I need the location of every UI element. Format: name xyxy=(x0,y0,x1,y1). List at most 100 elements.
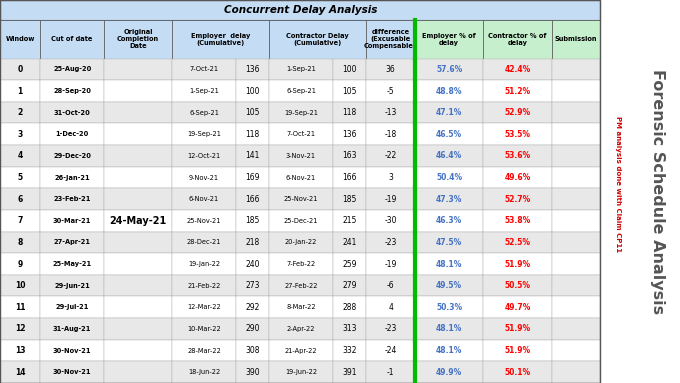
Bar xyxy=(366,275,415,296)
Bar xyxy=(269,253,333,275)
Text: Submission: Submission xyxy=(555,36,597,43)
Text: 48.1%: 48.1% xyxy=(436,346,462,355)
Text: 273: 273 xyxy=(245,281,260,290)
Bar xyxy=(40,253,104,275)
Text: 51.2%: 51.2% xyxy=(505,87,530,95)
Bar xyxy=(415,102,483,123)
Bar xyxy=(366,340,415,362)
Bar xyxy=(366,145,415,167)
Text: 47.1%: 47.1% xyxy=(436,108,462,117)
Text: Contractor Delay
(Cumulative): Contractor Delay (Cumulative) xyxy=(286,33,349,46)
Bar xyxy=(366,253,415,275)
Bar xyxy=(172,102,236,123)
Text: 6-Nov-21: 6-Nov-21 xyxy=(286,175,316,180)
Bar xyxy=(40,59,104,80)
Bar xyxy=(172,275,236,296)
Bar xyxy=(236,318,269,340)
Text: 14: 14 xyxy=(15,368,25,377)
Bar xyxy=(236,188,269,210)
Bar xyxy=(40,318,104,340)
Text: 105: 105 xyxy=(342,87,357,95)
Text: 50.1%: 50.1% xyxy=(505,368,530,377)
Text: Employer % of
delay: Employer % of delay xyxy=(422,33,476,46)
Bar xyxy=(104,80,172,102)
Text: 118: 118 xyxy=(245,130,260,139)
Text: 47.3%: 47.3% xyxy=(436,195,462,204)
Bar xyxy=(366,296,415,318)
Bar xyxy=(366,123,415,145)
Text: 288: 288 xyxy=(342,303,356,312)
Bar xyxy=(40,188,104,210)
Bar xyxy=(172,80,236,102)
Bar xyxy=(551,167,600,188)
Bar xyxy=(551,362,600,383)
Bar xyxy=(104,59,172,80)
Bar xyxy=(236,253,269,275)
Bar xyxy=(415,275,483,296)
Text: 52.9%: 52.9% xyxy=(505,108,530,117)
Bar xyxy=(483,296,551,318)
Text: 241: 241 xyxy=(342,238,357,247)
Bar xyxy=(40,102,104,123)
Bar xyxy=(483,123,551,145)
Text: 105: 105 xyxy=(245,108,260,117)
Bar xyxy=(0,123,40,145)
Text: 30-Mar-21: 30-Mar-21 xyxy=(53,218,91,224)
Bar xyxy=(104,253,172,275)
Text: 21-Apr-22: 21-Apr-22 xyxy=(285,347,318,354)
Bar xyxy=(269,275,333,296)
Text: 20-Jan-22: 20-Jan-22 xyxy=(285,239,317,246)
Bar xyxy=(333,275,366,296)
Bar xyxy=(415,188,483,210)
Bar xyxy=(333,145,366,167)
Bar xyxy=(333,59,366,80)
Text: 29-Dec-20: 29-Dec-20 xyxy=(53,153,91,159)
Text: 279: 279 xyxy=(342,281,357,290)
Bar xyxy=(483,167,551,188)
Text: 7-Oct-21: 7-Oct-21 xyxy=(190,66,218,72)
Bar xyxy=(551,102,600,123)
Bar xyxy=(483,145,551,167)
Bar xyxy=(40,232,104,253)
Text: 5: 5 xyxy=(18,173,22,182)
Bar xyxy=(366,80,415,102)
Text: 28-Mar-22: 28-Mar-22 xyxy=(187,347,221,354)
Bar xyxy=(483,80,551,102)
Bar xyxy=(172,123,236,145)
Bar xyxy=(269,340,333,362)
Text: 19-Jun-22: 19-Jun-22 xyxy=(285,369,317,375)
Text: 53.6%: 53.6% xyxy=(505,151,530,160)
Bar xyxy=(483,102,551,123)
Text: 27-Feb-22: 27-Feb-22 xyxy=(284,283,318,289)
Text: 25-Nov-21: 25-Nov-21 xyxy=(284,196,318,202)
Bar xyxy=(104,167,172,188)
Bar xyxy=(172,188,236,210)
Text: 7-Oct-21: 7-Oct-21 xyxy=(286,131,316,137)
Text: 30-Nov-21: 30-Nov-21 xyxy=(53,347,91,354)
Text: -23: -23 xyxy=(384,238,397,247)
Text: 3: 3 xyxy=(388,173,393,182)
Bar xyxy=(483,253,551,275)
Bar xyxy=(551,145,600,167)
Text: -1: -1 xyxy=(387,368,394,377)
Text: 49.9%: 49.9% xyxy=(436,368,462,377)
Text: 166: 166 xyxy=(342,173,357,182)
Text: -30: -30 xyxy=(384,216,397,225)
Bar xyxy=(236,362,269,383)
Text: 1: 1 xyxy=(18,87,23,95)
Text: 31-Oct-20: 31-Oct-20 xyxy=(54,110,90,116)
Bar xyxy=(333,102,366,123)
Bar xyxy=(415,340,483,362)
Bar xyxy=(415,59,483,80)
Bar xyxy=(104,102,172,123)
Bar xyxy=(333,167,366,188)
Bar xyxy=(236,80,269,102)
Bar xyxy=(104,210,172,232)
Text: Window: Window xyxy=(5,36,35,43)
Bar xyxy=(366,59,415,80)
Bar xyxy=(236,123,269,145)
Text: 23-Feb-21: 23-Feb-21 xyxy=(54,196,91,202)
Text: 30-Nov-21: 30-Nov-21 xyxy=(53,369,91,375)
Bar xyxy=(172,167,236,188)
Text: -13: -13 xyxy=(384,108,397,117)
